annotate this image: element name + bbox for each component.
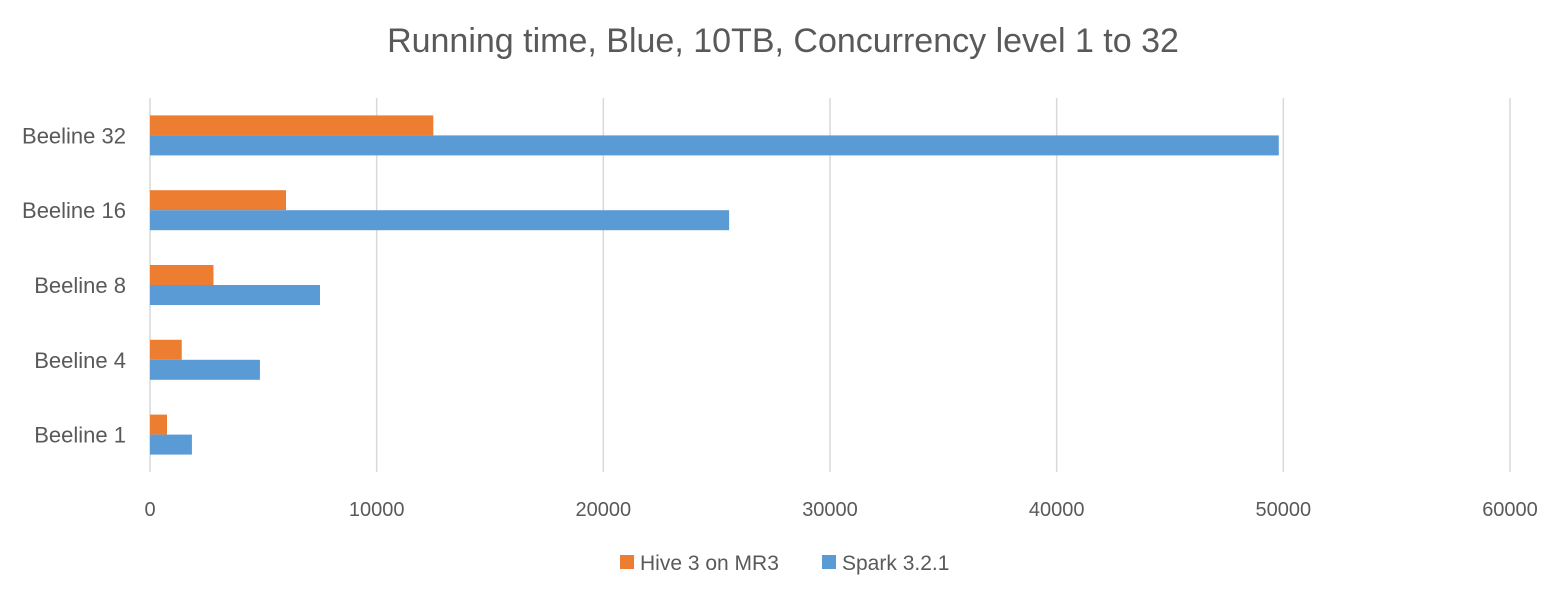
category-label: Beeline 16 [22, 198, 126, 223]
x-tick-label: 50000 [1256, 499, 1312, 521]
bar-spark-3-2-1 [150, 135, 1279, 156]
bar-hive-3-on-mr3 [150, 115, 434, 136]
category-label: Beeline 32 [22, 123, 126, 148]
bars [150, 115, 1279, 455]
legend-swatch [620, 555, 634, 569]
x-tick-label: 60000 [1482, 499, 1538, 521]
category-label: Beeline 8 [34, 273, 126, 298]
x-tick-label: 10000 [349, 499, 405, 521]
bar-spark-3-2-1 [150, 434, 192, 455]
category-label: Beeline 4 [34, 348, 126, 373]
legend-label: Hive 3 on MR3 [640, 552, 779, 575]
bar-hive-3-on-mr3 [150, 339, 182, 360]
grid-lines [149, 98, 1511, 472]
category-labels: Beeline 1 Beeline 4 Beeline 8 Beeline 16 Bee… [22, 123, 126, 447]
bar-hive-3-on-mr3 [150, 414, 167, 435]
x-axis-tick-labels: 0 10000 20000 30000 40000 50000 60000 [144, 499, 1537, 521]
x-tick-label: 20000 [576, 499, 632, 521]
bar-hive-3-on-mr3 [150, 265, 214, 285]
bar-hive-3-on-mr3 [150, 190, 286, 211]
bar-spark-3-2-1 [150, 359, 260, 380]
x-tick-label: 30000 [802, 499, 858, 521]
legend: Hive 3 on MR3 Spark 3.2.1 [620, 552, 949, 575]
category-label: Beeline 1 [34, 423, 126, 448]
bar-spark-3-2-1 [150, 210, 730, 231]
legend-label: Spark 3.2.1 [842, 552, 949, 575]
bar-spark-3-2-1 [150, 285, 320, 305]
legend-swatch [822, 555, 836, 569]
x-tick-label: 40000 [1029, 499, 1085, 521]
x-tick-label: 0 [144, 499, 155, 521]
chart-title: Running time, Blue, 10TB, Concurrency le… [387, 22, 1179, 60]
